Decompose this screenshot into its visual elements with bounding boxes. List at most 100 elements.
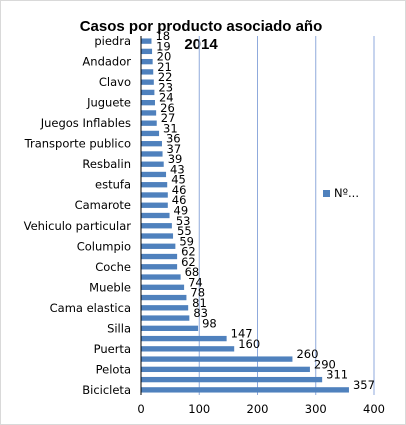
chart-title-line-2: 2014	[184, 36, 218, 53]
bar-value-label: 98	[202, 316, 217, 330]
value-axis-labels: 0 100 200 300 400	[137, 402, 385, 416]
bar-value-label: 43	[170, 162, 185, 176]
category-label: Clavo	[99, 75, 131, 89]
category-label: Cama elastica	[50, 301, 131, 315]
bar-value-label: 74	[188, 275, 203, 289]
x-tick-label: 0	[137, 402, 144, 416]
bar-value-label: 19	[156, 39, 171, 53]
bar	[141, 274, 181, 280]
category-label: Resbalin	[82, 157, 131, 171]
bar	[141, 284, 185, 290]
bars	[141, 38, 349, 393]
bar-value-label: 62	[181, 245, 196, 259]
category-label: Coche	[95, 260, 131, 274]
bar-value-label: 23	[158, 80, 173, 94]
bar	[141, 315, 190, 321]
bar-value-label: 78	[190, 286, 205, 300]
bar-value-label: 20	[157, 50, 172, 64]
category-label: Andador	[82, 55, 131, 69]
chart-title-line-1: Casos por producto asociado año	[80, 18, 323, 35]
bar	[141, 38, 152, 44]
bar	[141, 356, 293, 362]
bar	[141, 294, 187, 301]
category-label: Juegos Inflables	[40, 116, 131, 130]
bar-value-label: 311	[326, 368, 348, 382]
bar-value-label: 357	[353, 378, 375, 392]
bar	[141, 305, 189, 311]
bar	[141, 151, 163, 157]
bar-value-label: 37	[167, 142, 182, 156]
bar-value-label: 83	[193, 306, 208, 320]
gridlines	[198, 36, 375, 395]
bar-value-label: 160	[238, 337, 260, 351]
bar-value-label: 49	[174, 204, 189, 218]
legend-label: Nº...	[334, 186, 359, 200]
bar	[141, 182, 168, 188]
bar-value-label: 18	[155, 29, 170, 43]
x-tick-label: 400	[363, 402, 385, 416]
bar	[141, 387, 349, 393]
bar	[141, 376, 323, 383]
x-tick-label: 200	[247, 402, 269, 416]
category-label: Transporte publico	[24, 137, 131, 151]
bar	[141, 69, 154, 75]
bar-value-label: 24	[159, 91, 174, 105]
bar-value-label: 36	[166, 132, 181, 146]
bar-value-label: 39	[168, 152, 183, 166]
bar	[141, 264, 178, 270]
category-label: Columpio	[77, 239, 131, 253]
bar-value-label: 53	[176, 214, 191, 228]
x-tick-label: 100	[188, 402, 210, 416]
bar	[141, 161, 164, 167]
bar	[141, 58, 153, 65]
category-label: Juguete	[86, 96, 131, 110]
bar-value-label: 46	[172, 193, 187, 207]
bar-value-label: 59	[179, 234, 194, 248]
data-labels: 3573112902601601479883817874686262595553…	[155, 29, 374, 392]
bar-value-label: 81	[192, 296, 207, 310]
bar-value-label: 26	[160, 101, 175, 115]
bar-value-label: 147	[231, 327, 253, 341]
bar	[141, 110, 157, 116]
bar	[141, 212, 170, 219]
bar	[141, 233, 174, 239]
bar	[141, 366, 310, 373]
bar-value-label: 45	[171, 173, 186, 187]
bar	[141, 325, 199, 331]
category-axis-labels: Bicicleta Pelota Puerta Silla Cama elastica M…	[24, 34, 132, 397]
category-label: Pelota	[96, 362, 131, 376]
bar-value-label: 68	[185, 265, 200, 279]
category-label: estufa	[95, 178, 131, 192]
category-label: Bicicleta	[82, 383, 131, 397]
bar	[141, 243, 176, 249]
bar-value-label: 22	[158, 70, 173, 84]
bar-value-label: 55	[177, 224, 192, 238]
bar	[141, 89, 155, 96]
category-label: Silla	[107, 321, 131, 335]
category-label: Puerta	[94, 342, 131, 356]
bar	[141, 346, 235, 352]
bar-value-label: 260	[296, 347, 318, 361]
category-label: Vehiculo particular	[24, 219, 132, 233]
bar-value-label: 31	[163, 121, 178, 135]
bar	[141, 79, 154, 85]
legend: Nº...	[323, 186, 359, 200]
bar	[141, 253, 178, 260]
bar-value-label: 46	[172, 183, 187, 197]
category-label: Camarote	[75, 198, 131, 212]
bar	[141, 192, 168, 198]
category-label: Mueble	[89, 280, 131, 294]
bar	[141, 202, 168, 208]
bar	[141, 48, 153, 55]
bar-value-label: 62	[181, 255, 196, 269]
bar-value-label: 290	[314, 357, 336, 371]
bar-value-label: 21	[157, 60, 172, 74]
x-tick-label: 300	[305, 402, 327, 416]
bar	[141, 120, 157, 126]
bar	[141, 141, 162, 147]
category-label: piedra	[94, 34, 131, 48]
bar	[141, 171, 167, 178]
bar	[141, 130, 160, 137]
